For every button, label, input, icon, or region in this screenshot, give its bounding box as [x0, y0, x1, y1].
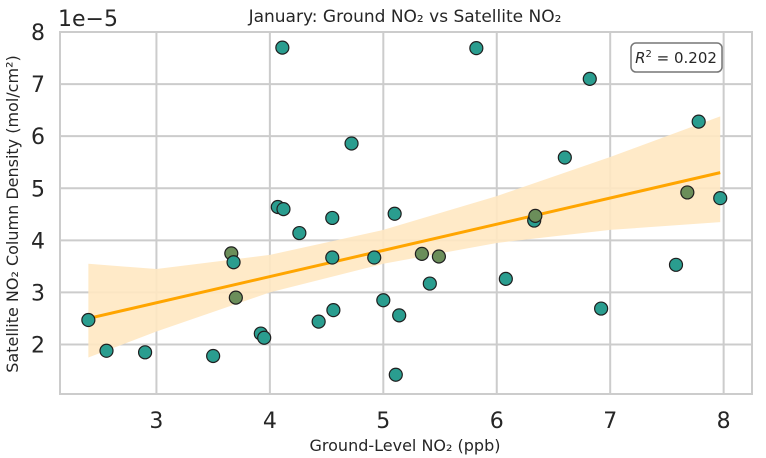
- y-tick-label: 5: [31, 177, 45, 202]
- data-point: [228, 290, 243, 305]
- data-point: [325, 210, 340, 226]
- x-tick-label: 4: [263, 409, 277, 434]
- r2-annotation: R2 = 0.202: [630, 42, 723, 73]
- y-axis-title: Satellite NO₂ Column Density (mol/cm²): [3, 55, 22, 372]
- data-point: [275, 40, 290, 55]
- data-point: [325, 250, 340, 265]
- data-point: [557, 150, 572, 165]
- data-point: [387, 206, 402, 221]
- r2-text: R2 = 0.202: [635, 49, 717, 67]
- data-point: [422, 276, 437, 291]
- y-offset-label: 1e−5: [58, 7, 118, 32]
- data-point: [367, 250, 382, 265]
- data-point: [414, 246, 429, 261]
- data-points: [81, 40, 728, 382]
- x-tick-label: 5: [376, 409, 390, 434]
- data-point: [311, 314, 326, 329]
- r2-superscript: 2: [646, 49, 652, 60]
- data-point: [326, 303, 341, 318]
- r2-box: [630, 42, 723, 73]
- data-point: [276, 201, 291, 217]
- data-point: [392, 308, 407, 323]
- data-point: [206, 348, 221, 364]
- data-point: [226, 255, 241, 270]
- data-point: [691, 114, 706, 129]
- y-tick-label: 6: [31, 125, 45, 150]
- regression-line: [88, 171, 721, 320]
- x-axis-title: Ground-Level NO₂ (ppb): [310, 436, 501, 455]
- data-point: [99, 343, 114, 358]
- y-tick-labels: 2 3 4 5 6 7 8: [31, 21, 45, 359]
- data-point: [469, 41, 484, 56]
- y-tick-label: 4: [31, 229, 45, 254]
- y-tick-label: 8: [31, 21, 45, 46]
- data-point: [257, 330, 272, 345]
- data-point: [344, 136, 359, 151]
- x-tick-labels: 3 4 5 6 7 8: [149, 409, 730, 434]
- data-point: [528, 208, 543, 223]
- data-point: [680, 185, 695, 200]
- r2-symbol: R: [635, 49, 645, 67]
- r2-value: = 0.202: [652, 49, 717, 67]
- data-point: [594, 301, 609, 316]
- x-tick-label: 7: [603, 409, 617, 434]
- y-tick-label: 3: [31, 281, 45, 306]
- confidence-band: [88, 116, 721, 358]
- data-point: [137, 345, 153, 360]
- data-point: [582, 71, 597, 86]
- y-tick-label: 2: [31, 334, 45, 359]
- data-point: [292, 225, 307, 241]
- x-tick-label: 3: [149, 409, 163, 434]
- data-point: [388, 367, 403, 382]
- x-tick-label: 6: [490, 409, 504, 434]
- data-point: [81, 312, 96, 328]
- x-tick-label: 8: [717, 409, 731, 434]
- y-tick-label: 7: [31, 73, 45, 98]
- data-point: [713, 191, 728, 206]
- data-point: [498, 271, 513, 286]
- chart-title: January: Ground NO₂ vs Satellite NO₂: [248, 7, 562, 27]
- data-point: [431, 249, 446, 264]
- data-point: [668, 257, 684, 272]
- data-point: [376, 293, 391, 308]
- plot-frame: [59, 31, 753, 395]
